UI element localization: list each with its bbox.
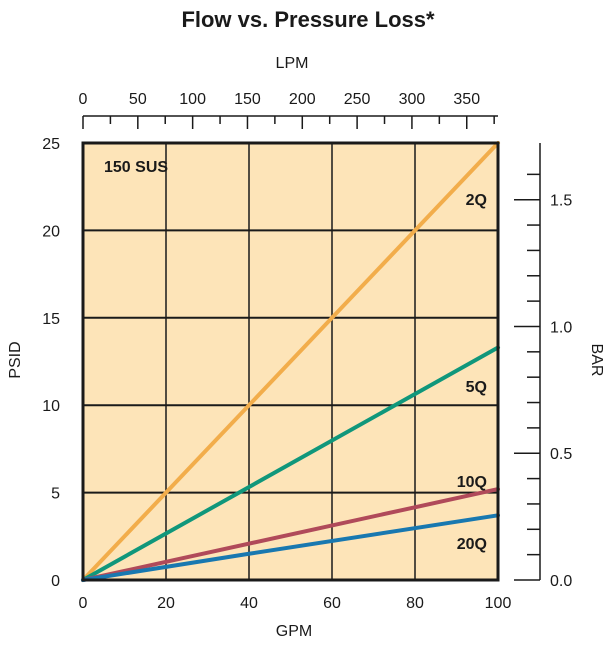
right-tick-label: 0.5 <box>550 446 572 463</box>
y-tick-label: 20 <box>42 223 60 240</box>
chart-title: Flow vs. Pressure Loss* <box>181 7 435 32</box>
series-line-2q <box>81 141 500 582</box>
y-tick-label: 15 <box>42 311 60 328</box>
grid-lines <box>82 142 499 581</box>
series-label-10q: 10Q <box>457 474 487 491</box>
x-axis-label: GPM <box>276 623 312 640</box>
x-tick-label: 100 <box>485 595 512 612</box>
x-tick-label: 80 <box>406 595 424 612</box>
top-tick-label: 300 <box>399 91 426 108</box>
right-axis-label: BAR <box>588 344 605 377</box>
right-tick-label: 0.0 <box>550 573 572 590</box>
top-tick-label: 200 <box>289 91 316 108</box>
x-tick-label: 40 <box>240 595 258 612</box>
top-tick-label: 50 <box>129 91 147 108</box>
top-tick-label: 0 <box>79 91 88 108</box>
y-tick-label: 5 <box>51 486 60 503</box>
top-axis-label: LPM <box>276 55 309 72</box>
series-line-5q <box>81 345 500 582</box>
y-axis-label: PSID <box>7 341 24 378</box>
x-tick-label: 20 <box>157 595 175 612</box>
top-tick-label: 150 <box>234 91 261 108</box>
series-line-10q <box>81 487 500 582</box>
y-tick-label: 0 <box>51 573 60 590</box>
series-lines <box>81 141 500 582</box>
top-tick-label: 250 <box>344 91 371 108</box>
y-tick-label: 10 <box>42 398 60 415</box>
right-tick-label: 1.0 <box>550 319 572 336</box>
series-label-20q: 20Q <box>457 536 487 553</box>
series-line-20q <box>81 513 500 582</box>
y-tick-label: 25 <box>42 136 60 153</box>
top-tick-label: 350 <box>453 91 480 108</box>
x-tick-label: 0 <box>79 595 88 612</box>
series-label-5q: 5Q <box>466 379 487 396</box>
x-tick-label: 60 <box>323 595 341 612</box>
series-label-2q: 2Q <box>466 192 487 209</box>
sus-annotation: 150 SUS <box>104 159 168 176</box>
plot-frame <box>81 141 500 582</box>
right-tick-label: 1.5 <box>550 193 572 210</box>
top-tick-label: 100 <box>179 91 206 108</box>
